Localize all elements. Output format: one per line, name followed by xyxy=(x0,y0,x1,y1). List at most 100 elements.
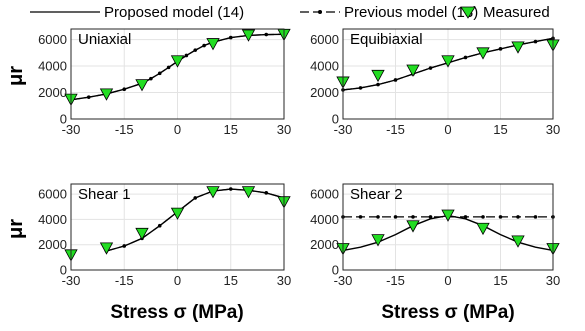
y-tick-label: 6000 xyxy=(310,32,339,47)
x-tick-label: 0 xyxy=(444,273,451,288)
y-axis-label: μr xyxy=(5,66,27,86)
series-previous-point xyxy=(498,215,503,219)
x-axis-label: Stress σ (MPa) xyxy=(110,302,243,323)
measured-point xyxy=(241,29,256,42)
series-previous-point xyxy=(411,215,415,219)
x-tick-label: 0 xyxy=(444,122,451,137)
series-previous-point xyxy=(376,82,380,87)
legend-triangle-icon xyxy=(460,6,476,19)
y-tick-label: 2000 xyxy=(38,85,67,100)
panel-title: Uniaxial xyxy=(78,31,131,48)
panels: -30 -15 0 15 30 0 2000 4000 6000 Uniaxial -30 -15 0 1… xyxy=(38,28,560,288)
legend-item-0: Proposed model (14) xyxy=(30,4,244,21)
measured-point xyxy=(99,242,114,255)
y-tick-label: 4000 xyxy=(38,59,67,74)
series-previous-point xyxy=(498,47,503,51)
measured-point xyxy=(206,38,220,51)
axis-labels: μr μr Stress σ (MPa) Stress σ (MPa) xyxy=(5,66,515,323)
series-previous-point xyxy=(516,215,520,219)
x-tick-label: -15 xyxy=(386,122,405,137)
measured-point xyxy=(170,55,185,68)
x-axis-label: Stress σ (MPa) xyxy=(381,302,514,323)
legend-label: Measured xyxy=(483,4,550,21)
measured-point xyxy=(135,227,149,241)
series-previous-point xyxy=(193,196,198,200)
panel-title: Shear 1 xyxy=(78,186,131,203)
y-tick-label: 2000 xyxy=(310,237,339,252)
measured-point xyxy=(441,55,455,68)
x-tick-label: 30 xyxy=(546,273,560,288)
panel-0: -30 -15 0 15 30 0 2000 4000 6000 Uniaxial xyxy=(38,28,291,137)
y-tick-label: 0 xyxy=(332,263,339,278)
panel-1: -30 -15 0 15 30 0 2000 4000 6000 Equibiaxial xyxy=(310,28,560,137)
y-tick-label: 6000 xyxy=(310,187,339,202)
x-tick-label: 15 xyxy=(493,273,507,288)
y-tick-label: 6000 xyxy=(38,187,67,202)
series-previous-point xyxy=(376,215,380,219)
series-previous-point xyxy=(463,55,468,60)
series-previous-point xyxy=(393,215,398,219)
panel-title: Shear 2 xyxy=(350,186,403,203)
panel-title: Equibiaxial xyxy=(350,31,423,48)
measured-point xyxy=(135,79,149,92)
axes-frame xyxy=(70,28,285,120)
panel-3: -30 -15 0 15 30 0 2000 4000 6000 Shear 2 xyxy=(310,183,560,288)
series-previous-point xyxy=(166,65,171,70)
series-previous-point xyxy=(533,39,538,44)
axes-frame xyxy=(342,28,554,120)
series-previous-point xyxy=(122,87,127,92)
series-previous-point xyxy=(157,223,162,228)
x-tick-label: 30 xyxy=(277,122,291,137)
measured-point xyxy=(241,186,256,199)
legend-label: Previous model (13) xyxy=(344,4,478,21)
legend-item-2: Measured xyxy=(460,4,550,21)
series-previous-point xyxy=(533,215,538,219)
x-tick-label: -15 xyxy=(115,122,134,137)
y-tick-label: 0 xyxy=(332,112,339,127)
series-previous-point xyxy=(264,191,269,195)
measured-point xyxy=(511,41,525,54)
series-previous-point xyxy=(157,71,162,76)
y-tick-label: 4000 xyxy=(310,59,339,74)
x-tick-label: 15 xyxy=(493,122,507,137)
measured-point xyxy=(371,69,385,83)
series-previous-point xyxy=(463,215,468,219)
x-tick-label: -15 xyxy=(115,273,134,288)
legend-item-1: Previous model (13) xyxy=(300,4,478,21)
x-tick-label: -30 xyxy=(62,273,81,288)
axes-frame xyxy=(70,183,285,271)
legend-label: Proposed model (14) xyxy=(104,4,244,21)
legend: Proposed model (14) Previous model (13) Me… xyxy=(30,4,550,21)
series-previous-point xyxy=(184,53,189,58)
series-previous-point xyxy=(228,187,233,191)
panel-2: -30 -15 0 15 30 0 2000 4000 6000 Shear 1 xyxy=(38,183,291,288)
y-axis-label: μr xyxy=(5,219,27,239)
series-previous-point xyxy=(358,86,363,90)
y-tick-label: 2000 xyxy=(310,85,339,100)
x-tick-label: -15 xyxy=(386,273,405,288)
series-previous-point xyxy=(264,32,269,37)
series-previous-point xyxy=(481,215,485,219)
y-tick-label: 4000 xyxy=(38,212,67,227)
series-previous-point xyxy=(393,78,398,82)
measured-point xyxy=(511,235,525,248)
y-tick-label: 0 xyxy=(60,112,67,127)
y-tick-label: 4000 xyxy=(310,212,339,227)
y-tick-label: 2000 xyxy=(38,237,67,252)
series-previous-point xyxy=(228,35,233,40)
x-tick-label: -30 xyxy=(334,273,353,288)
x-tick-label: 30 xyxy=(277,273,291,288)
legend-dot-icon xyxy=(318,10,322,14)
measured-point xyxy=(406,220,420,233)
measured-point xyxy=(441,209,455,222)
measured-point xyxy=(476,47,490,60)
x-tick-label: 15 xyxy=(224,122,238,137)
x-tick-label: -30 xyxy=(62,122,81,137)
series-previous-point xyxy=(202,43,206,48)
x-tick-label: 0 xyxy=(174,122,181,137)
measured-point xyxy=(406,64,420,77)
series-previous-point xyxy=(428,215,433,219)
measured-point xyxy=(476,222,490,236)
series-previous-point xyxy=(149,76,153,81)
